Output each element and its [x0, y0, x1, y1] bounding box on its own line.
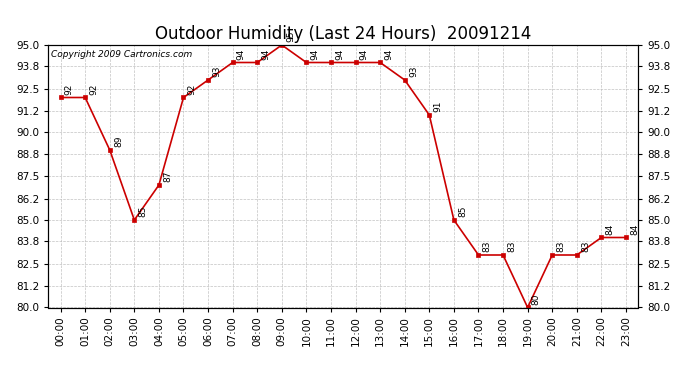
Text: 85: 85	[458, 206, 467, 217]
Text: 92: 92	[188, 83, 197, 95]
Text: 84: 84	[630, 224, 639, 235]
Text: 94: 94	[262, 48, 270, 60]
Text: 89: 89	[114, 136, 123, 147]
Text: 85: 85	[139, 206, 148, 217]
Text: 84: 84	[606, 224, 615, 235]
Text: 94: 94	[384, 48, 393, 60]
Text: 94: 94	[237, 48, 246, 60]
Title: Outdoor Humidity (Last 24 Hours)  20091214: Outdoor Humidity (Last 24 Hours) 2009121…	[155, 26, 531, 44]
Text: 94: 94	[359, 48, 368, 60]
Text: 92: 92	[65, 83, 74, 95]
Text: 92: 92	[89, 83, 99, 95]
Text: 91: 91	[433, 101, 442, 112]
Text: 83: 83	[581, 241, 590, 252]
Text: 93: 93	[213, 66, 221, 77]
Text: Copyright 2009 Cartronics.com: Copyright 2009 Cartronics.com	[51, 50, 193, 59]
Text: 93: 93	[409, 66, 418, 77]
Text: 94: 94	[335, 48, 344, 60]
Text: 83: 83	[482, 241, 492, 252]
Text: 95: 95	[286, 31, 295, 42]
Text: 83: 83	[556, 241, 565, 252]
Text: 87: 87	[163, 171, 172, 182]
Text: 94: 94	[310, 48, 319, 60]
Text: 83: 83	[507, 241, 516, 252]
Text: 80: 80	[532, 293, 541, 305]
